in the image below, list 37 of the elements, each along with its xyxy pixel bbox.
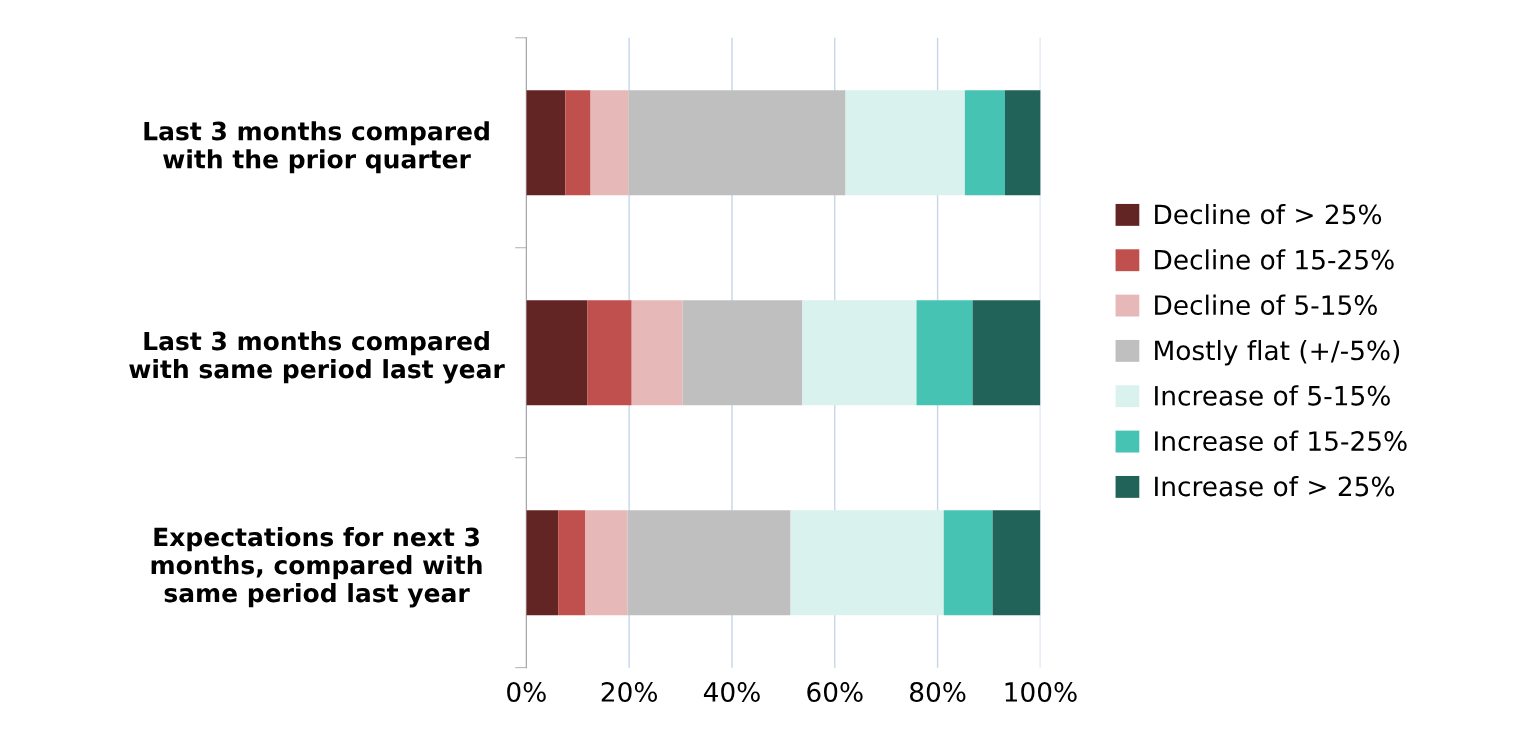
legend-label: Increase of > 25% bbox=[1155, 475, 1395, 497]
bar bbox=[631, 300, 683, 406]
bar bbox=[526, 90, 566, 196]
y-tick-label: Last 3 months compared with same period last year bbox=[129, 331, 505, 384]
legend-label: Decline of 5-15% bbox=[1155, 294, 1377, 316]
y-tick-label: Last 3 months compared with the prior quarter bbox=[144, 121, 489, 174]
bar bbox=[585, 510, 628, 616]
legend-label: Decline of > 25% bbox=[1155, 203, 1382, 225]
x-tick-label: 20% bbox=[601, 682, 658, 702]
x-tick-label: 60% bbox=[807, 682, 863, 702]
bar bbox=[790, 510, 944, 616]
x-tick-label: 80% bbox=[910, 682, 966, 702]
bar bbox=[526, 510, 559, 616]
bar bbox=[802, 300, 917, 406]
legend-label: Increase of 15-25% bbox=[1155, 430, 1407, 452]
bar bbox=[943, 510, 993, 616]
x-tick-label: 0% bbox=[507, 682, 546, 702]
bar bbox=[1004, 90, 1041, 196]
x-tick-label: 40% bbox=[703, 682, 760, 702]
legend-label: Increase of 5-15% bbox=[1155, 385, 1390, 406]
bar bbox=[682, 300, 803, 406]
bar bbox=[587, 300, 632, 406]
legend-label: Decline of 15-25% bbox=[1155, 249, 1394, 270]
bar bbox=[628, 90, 846, 196]
bar bbox=[964, 90, 1005, 196]
bar bbox=[558, 510, 586, 616]
bar bbox=[916, 300, 973, 406]
bar bbox=[845, 90, 965, 196]
x-tick-label: 100% bbox=[1005, 682, 1077, 702]
bar bbox=[992, 510, 1041, 616]
bar bbox=[627, 510, 791, 616]
bar bbox=[526, 300, 588, 406]
y-tick-label: Expectations for next 3 months, compared with same period last year bbox=[151, 527, 482, 608]
legend-label: Mostly flat (+/-5%) bbox=[1155, 339, 1400, 366]
bar bbox=[590, 90, 629, 196]
bar bbox=[565, 90, 591, 196]
bar bbox=[972, 300, 1041, 406]
